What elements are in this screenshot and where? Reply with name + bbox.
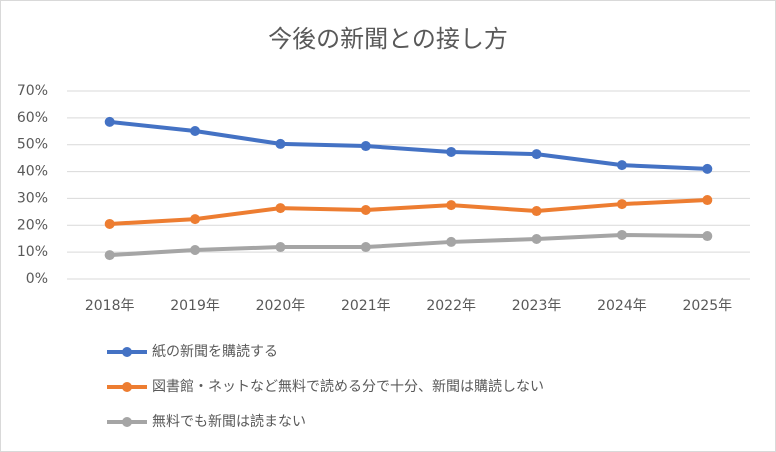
series-marker: [360, 242, 371, 253]
series-marker: [702, 195, 713, 206]
series-marker: [446, 146, 457, 157]
series-marker: [104, 250, 115, 261]
series-marker: [616, 229, 627, 240]
x-tick-label: 2021年: [341, 298, 391, 314]
y-tick-label: 30%: [17, 190, 48, 206]
y-tick-label: 50%: [17, 137, 48, 153]
series-marker: [360, 141, 371, 152]
legend-marker: [122, 347, 132, 357]
series-marker: [531, 149, 542, 160]
legend-label: 図書館・ネットなど無料で読める分で十分、新聞は購読しない: [152, 378, 544, 395]
chart-title: 今後の新聞との接し方: [268, 25, 508, 53]
series-marker: [446, 200, 457, 211]
y-tick-label: 0%: [26, 271, 48, 287]
series-line: [109, 119, 708, 171]
x-tick-label: 2020年: [256, 298, 306, 314]
series-marker: [104, 116, 115, 127]
series-line: [109, 198, 708, 226]
series-marker: [360, 204, 371, 215]
series-marker: [275, 203, 286, 214]
legend-label: 無料でも新聞は読まない: [152, 413, 306, 430]
legend-label: 紙の新聞を購読する: [152, 343, 278, 360]
y-tick-label: 20%: [17, 217, 48, 233]
x-tick-label: 2025年: [682, 298, 732, 314]
x-tick-label: 2024年: [597, 298, 647, 314]
series-marker: [190, 126, 201, 137]
series-marker: [104, 218, 115, 229]
series-marker: [702, 163, 713, 174]
series-marker: [446, 236, 457, 247]
series-marker: [190, 214, 201, 225]
x-tick-label: 2023年: [512, 298, 562, 314]
legend-marker: [122, 417, 132, 427]
x-tick-label: 2019年: [170, 298, 220, 314]
y-tick-label: 70%: [17, 83, 48, 99]
series-marker: [702, 231, 713, 242]
series-marker: [531, 233, 542, 244]
x-tick-label: 2022年: [426, 298, 476, 314]
y-tick-label: 40%: [17, 164, 48, 180]
series-marker: [531, 206, 542, 217]
series-marker: [190, 244, 201, 255]
series-marker: [275, 138, 286, 149]
legend-marker: [122, 382, 132, 392]
x-tick-label: 2018年: [85, 298, 135, 314]
series-line: [109, 232, 708, 258]
series-marker: [616, 199, 627, 210]
series-marker: [275, 242, 286, 253]
series-marker: [616, 160, 627, 171]
y-tick-label: 60%: [17, 110, 48, 126]
y-tick-label: 10%: [17, 244, 48, 260]
